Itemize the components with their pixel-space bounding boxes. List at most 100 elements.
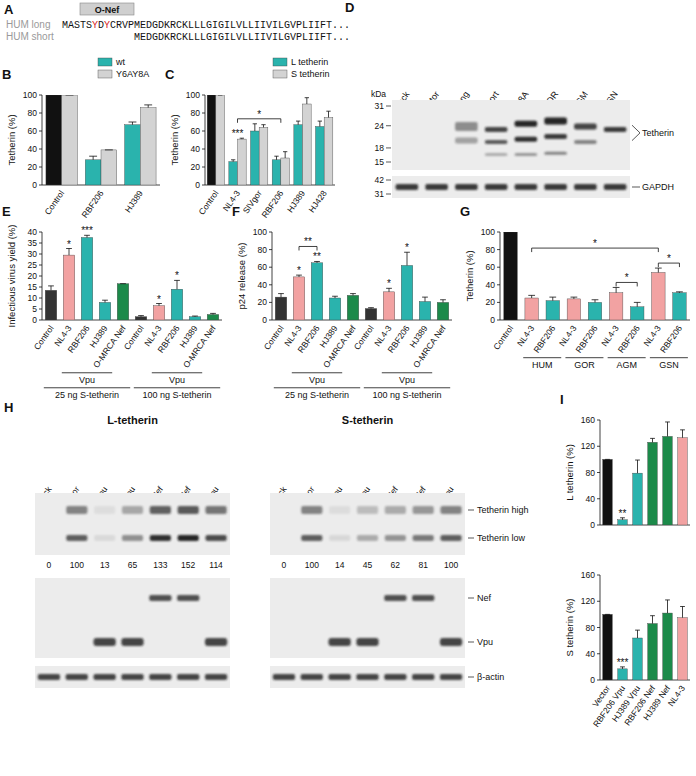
band	[425, 184, 448, 190]
band	[396, 184, 419, 190]
y-tick-label: 0	[590, 520, 595, 530]
band	[94, 506, 115, 514]
bar	[365, 309, 377, 320]
x-tick-label: RBF206	[296, 323, 322, 355]
error-bar	[274, 156, 278, 160]
panel-letter: D	[345, 0, 354, 15]
chart: F020406080100p24 release (%)*******Contr…	[232, 204, 452, 400]
panel-letter: E	[2, 204, 11, 219]
row-label: Nef	[477, 593, 492, 603]
bar	[401, 265, 413, 320]
bar	[216, 95, 225, 185]
subgroups-label: Vpu	[169, 375, 185, 385]
panel-letter: I	[560, 392, 564, 407]
band	[205, 638, 227, 646]
x-tick-label: HJ428	[307, 188, 329, 214]
y-tick	[39, 309, 42, 310]
y-tick	[497, 249, 500, 250]
bracket-label: *	[667, 253, 671, 264]
chart: G020406080100Tetherin (%)***ControlNL4-3…	[460, 204, 690, 370]
error-bar	[613, 287, 620, 292]
quant-label: 152	[181, 560, 195, 570]
bar	[294, 125, 303, 185]
band	[329, 638, 351, 646]
error-bar	[305, 98, 309, 104]
bar	[63, 255, 75, 320]
y-tick-label: 30	[28, 249, 38, 259]
band	[66, 535, 87, 541]
bracket-label: *	[625, 272, 629, 283]
significance: **	[619, 508, 627, 519]
significance: *	[405, 242, 409, 253]
legend-swatch	[273, 70, 287, 78]
legend-swatch	[98, 58, 112, 66]
blot	[35, 493, 230, 555]
groups-label: HUM	[532, 360, 553, 370]
band	[440, 535, 461, 541]
row-label: Tetherin	[642, 128, 674, 138]
quant-label: 45	[363, 560, 373, 570]
y-axis	[500, 232, 501, 320]
y-axis	[42, 95, 43, 185]
y-tick-label: 120	[581, 596, 595, 606]
error-bar	[218, 95, 222, 96]
bar	[171, 289, 183, 320]
bar	[272, 160, 281, 185]
marker-label: 42	[375, 175, 385, 185]
row-label: Tetherin low	[477, 533, 526, 543]
y-tick-label: 160	[581, 415, 595, 425]
y-tick	[597, 498, 600, 499]
bar	[618, 520, 628, 525]
marker-label: 31	[375, 189, 385, 199]
groups-label: AGM	[616, 360, 637, 370]
y-tick-label: 0	[195, 180, 200, 190]
groups-line	[364, 387, 450, 388]
groups-label: GSN	[659, 360, 679, 370]
x-tick-label: NL4-3	[557, 323, 579, 348]
bar	[251, 131, 260, 185]
y-tick	[39, 131, 42, 132]
marks	[504, 232, 686, 320]
chart: 04080120160S tetherin (%)***VectorRBF206…	[564, 570, 690, 729]
legend-label: S tetherin	[291, 69, 330, 79]
band	[440, 674, 462, 680]
quant-label: 114	[209, 560, 223, 570]
error-bar	[48, 286, 54, 290]
bar	[101, 150, 117, 185]
marker-label: 15	[375, 157, 385, 167]
label-pointer	[468, 677, 474, 678]
y-tick	[497, 320, 500, 321]
bar	[630, 307, 644, 320]
significance: *	[175, 270, 179, 281]
error-bar	[665, 422, 670, 436]
label-pointer	[468, 538, 474, 539]
band	[329, 674, 351, 680]
y-tick	[39, 287, 42, 288]
x-tick-label: HJ389	[123, 188, 145, 214]
y-tick-label: 0	[590, 675, 595, 685]
x-labels: ControlNL4-3RBF206HJ389O-MRCA NefControl…	[262, 323, 448, 370]
y-tick-label: 160	[581, 570, 595, 580]
bracket-label: *	[593, 238, 597, 249]
error-bar	[174, 280, 180, 289]
y-tick	[597, 420, 600, 421]
y-tick-label: 80	[28, 108, 38, 118]
marker-dash	[386, 147, 391, 148]
y-tick-label: 25	[28, 260, 38, 270]
y-tick-label: 80	[191, 108, 201, 118]
y-tick-label: 15	[28, 282, 38, 292]
band	[544, 184, 567, 190]
error-bar	[676, 291, 683, 293]
band	[384, 595, 406, 601]
y-tick	[269, 267, 272, 268]
error-bar	[634, 302, 641, 306]
bar	[567, 299, 581, 320]
groups-line	[274, 387, 360, 388]
bar	[135, 317, 147, 320]
band	[357, 506, 378, 514]
band	[94, 674, 116, 680]
marks	[603, 422, 688, 525]
band	[413, 506, 434, 514]
bar	[652, 272, 666, 320]
error-bar	[440, 300, 446, 303]
